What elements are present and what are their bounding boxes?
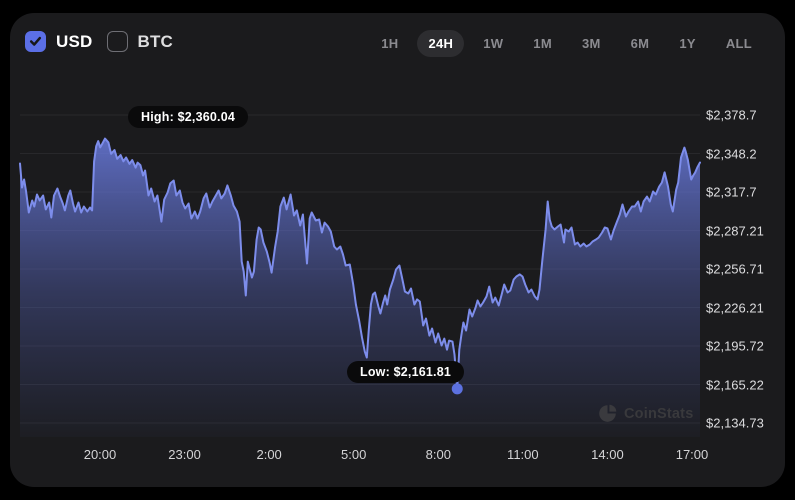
low-point-dot [451, 383, 463, 395]
range-button-6m[interactable]: 6M [620, 30, 661, 57]
currency-toggles: USD BTC [25, 31, 173, 52]
y-axis-label: $2,226.21 [706, 300, 764, 315]
chart-card: USD BTC 1H 24H 1W 1M 3M 6M 1Y ALL $2,378.7 $2,348… [10, 13, 785, 487]
btc-label: BTC [137, 31, 174, 51]
y-axis-label: $2,165.22 [706, 377, 764, 392]
x-axis-label: 17:00 [675, 447, 709, 462]
x-axis-label: 11:00 [507, 447, 539, 462]
range-button-1m[interactable]: 1M [522, 30, 563, 57]
range-button-3m[interactable]: 3M [571, 30, 612, 57]
range-selector: 1H 24H 1W 1M 3M 6M 1Y ALL [370, 30, 763, 57]
watermark-label: CoinStats [624, 405, 694, 422]
x-axis-label: 2:00 [256, 447, 282, 462]
x-axis-label: 5:00 [341, 447, 367, 462]
range-button-1h[interactable]: 1H [370, 30, 409, 57]
range-button-1w[interactable]: 1W [472, 30, 514, 57]
price-line [19, 137, 701, 390]
range-button-24h[interactable]: 24H [417, 30, 465, 57]
x-axis-label: 20:00 [83, 447, 117, 462]
checkmark-icon [29, 36, 42, 46]
range-button-1y[interactable]: 1Y [668, 30, 707, 57]
currency-toggle-btc[interactable]: BTC [106, 31, 174, 52]
usd-label: USD [56, 31, 93, 51]
y-axis-label: $2,317.7 [706, 184, 757, 200]
y-axis-label: $2,195.72 [706, 338, 764, 354]
y-axis-label: $2,378.7 [706, 107, 757, 123]
y-axis-label: $2,256.71 [706, 261, 764, 277]
high-tooltip: High: $2,360.04 [128, 106, 249, 128]
x-axis-label: 8:00 [425, 447, 451, 462]
coinstats-watermark: CoinStats [598, 404, 693, 423]
btc-checkbox[interactable] [106, 31, 128, 52]
range-button-all[interactable]: ALL [715, 30, 763, 57]
y-axis-label: $2,134.73 [706, 415, 764, 431]
price-chart[interactable] [10, 13, 785, 487]
price-area-fill [20, 138, 700, 437]
coinstats-pie-icon [599, 404, 617, 422]
y-axis-label: $2,348.2 [706, 146, 757, 161]
usd-checkbox[interactable] [25, 31, 46, 52]
x-axis-label: 23:00 [168, 447, 201, 462]
y-axis-label: $2,287.21 [706, 223, 764, 238]
low-tooltip: Low: $2,161.81 [347, 361, 465, 383]
x-axis-label: 14:00 [591, 447, 624, 462]
currency-toggle-usd[interactable]: USD [25, 31, 93, 52]
